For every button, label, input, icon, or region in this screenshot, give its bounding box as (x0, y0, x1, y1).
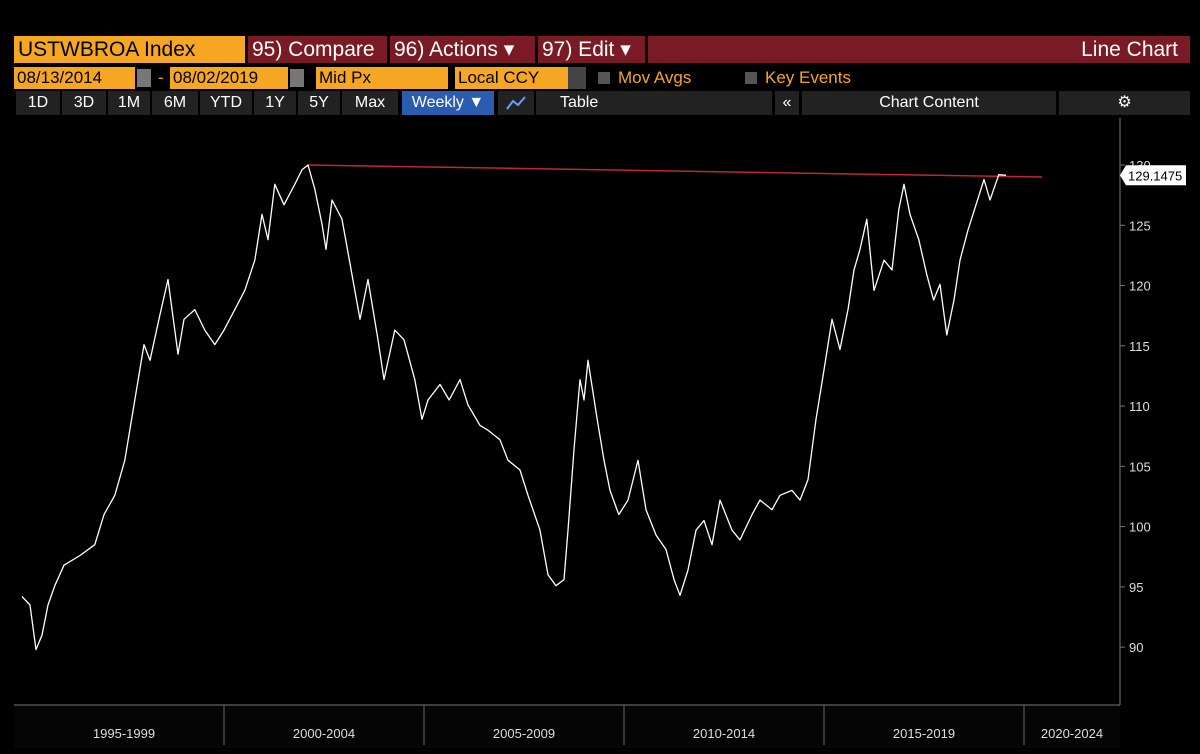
y-tick-label: 115 (1129, 339, 1150, 354)
y-tick-label: 125 (1129, 218, 1151, 233)
last-value-label: 129.1475 (1128, 168, 1182, 183)
trendline (307, 164, 1043, 178)
x-tick-label: 2015-2019 (893, 726, 955, 741)
settings-button[interactable]: ⚙ (1059, 91, 1190, 115)
x-axis-band (14, 706, 1120, 748)
ticker-field[interactable]: USTWBROA Index (14, 36, 245, 63)
frequency-button[interactable]: Weekly ▼ (402, 91, 494, 115)
collapse-button[interactable]: « (775, 91, 799, 115)
y-tick-label: 105 (1129, 459, 1151, 474)
x-tick-label: 2020-2024 (1041, 726, 1103, 741)
currency-field[interactable]: Local CCY (455, 67, 568, 89)
range-button[interactable]: Max (342, 91, 398, 115)
end-date[interactable]: 08/02/2019 (170, 67, 288, 89)
range-button[interactable]: 3D (62, 91, 106, 115)
y-tick-label: 90 (1129, 640, 1143, 655)
x-tick-label: 1995-1999 (93, 726, 155, 741)
checkbox[interactable] (598, 72, 610, 84)
calendar-icon[interactable] (137, 69, 151, 87)
chart-content-button[interactable]: Chart Content (802, 91, 1056, 115)
chart-icon[interactable] (498, 91, 534, 115)
calendar-icon[interactable] (290, 69, 304, 87)
actions-button[interactable]: 96) Actions ▾ (390, 36, 535, 63)
view-title: Line Chart (648, 36, 1190, 63)
range-button[interactable]: YTD (200, 91, 252, 115)
x-tick-label: 2000-2004 (293, 726, 355, 741)
dropdown-arrow[interactable] (568, 67, 586, 89)
range-button[interactable]: 1Y (254, 91, 296, 115)
range-button[interactable]: 1D (16, 91, 60, 115)
checkbox[interactable] (745, 72, 757, 84)
y-tick-label: 110 (1129, 399, 1150, 414)
table-button[interactable]: Table (536, 91, 772, 115)
y-tick-label: 100 (1129, 520, 1151, 535)
x-tick-label: 2005-2009 (493, 726, 555, 741)
last-value-tag (1120, 165, 1186, 186)
price-line (21, 164, 1007, 651)
y-tick-label: 130 (1129, 158, 1151, 173)
y-tick-label: 95 (1129, 580, 1143, 595)
x-tick-label: 2010-2014 (693, 726, 755, 741)
mov-avgs-label: Mov Avgs (618, 68, 692, 87)
chart-glyph (506, 96, 526, 110)
date-dash: - (158, 68, 164, 87)
range-button[interactable]: 5Y (298, 91, 340, 115)
key-events-label: Key Events (765, 68, 851, 87)
price-field[interactable]: Mid Px (316, 67, 448, 89)
range-button[interactable]: 6M (152, 91, 198, 115)
range-button[interactable]: 1M (108, 91, 150, 115)
compare-button[interactable]: 95) Compare (248, 36, 387, 63)
plot-area (14, 118, 1120, 705)
edit-button[interactable]: 97) Edit ▾ (538, 36, 645, 63)
start-date[interactable]: 08/13/2014 (14, 67, 135, 89)
y-tick-label: 120 (1129, 279, 1151, 294)
